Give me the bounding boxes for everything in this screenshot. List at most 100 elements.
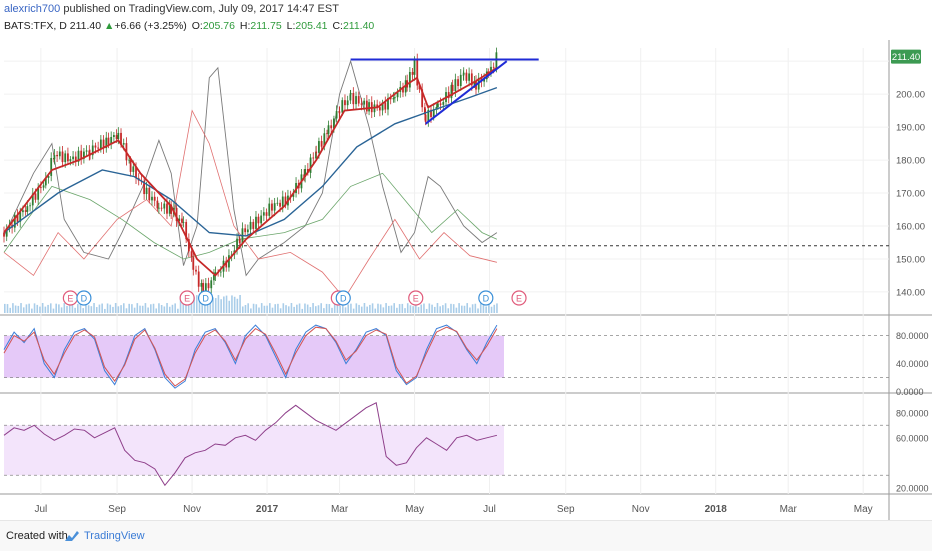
close-value: 211.40 [342, 20, 375, 32]
candle-body [16, 215, 19, 222]
candle-body [346, 100, 349, 106]
candle-body [447, 92, 450, 99]
candle-body [376, 104, 379, 108]
volume-bar [369, 304, 371, 313]
open-label: O: [191, 20, 203, 32]
author-link[interactable]: alexrich700 [4, 3, 61, 15]
candle-body [281, 196, 284, 207]
volume-bar [47, 304, 49, 313]
volume-bar [163, 306, 166, 313]
dividend-marker[interactable]: D [335, 290, 351, 306]
candle-body [352, 92, 355, 105]
volume-bar [136, 303, 139, 313]
volume-bar [101, 303, 103, 313]
event-label: E [516, 294, 522, 304]
volume-bar [452, 304, 455, 313]
volume-bar [206, 299, 209, 313]
candle-body [368, 102, 370, 112]
candle-body [465, 72, 468, 81]
x-tick-label: May [854, 504, 873, 515]
candle-body [120, 132, 122, 145]
tradingview-logo-icon[interactable] [64, 529, 80, 543]
volume-bar [9, 307, 12, 313]
volume-bar [404, 308, 406, 313]
volume-bar [279, 308, 282, 313]
x-tick-label: 2018 [705, 504, 728, 515]
dividend-marker[interactable]: D [478, 290, 494, 306]
dividend-marker[interactable]: D [76, 290, 92, 306]
volume-bar [33, 303, 36, 313]
publish-text: published on TradingView.com, July 09, 2… [63, 3, 339, 15]
candle-body [451, 84, 454, 92]
rising-trendline[interactable] [424, 60, 508, 125]
candle-body [284, 196, 287, 206]
candle-body [185, 222, 188, 240]
dividend-marker[interactable]: D [197, 290, 214, 306]
up-arrow-icon: ▲ [104, 20, 115, 32]
event-label: E [67, 294, 73, 304]
volume-bar [301, 308, 304, 313]
candle-body [151, 196, 153, 201]
candle-body [214, 272, 217, 276]
volume-bar [412, 306, 414, 313]
earnings-marker[interactable]: E [179, 290, 195, 306]
volume-bar [120, 305, 122, 313]
candle-body [135, 166, 137, 179]
candle-body [122, 143, 125, 145]
event-circle [408, 290, 424, 306]
earnings-marker[interactable]: E [408, 290, 424, 306]
candle-body [416, 59, 419, 86]
volume-bar [93, 303, 95, 313]
volume-bar [415, 303, 417, 313]
candle-body [112, 135, 115, 137]
earnings-marker[interactable]: E [511, 290, 527, 306]
price-change: +6.66 (+3.25%) [114, 20, 187, 32]
volume-bar [269, 303, 271, 313]
candle-body [132, 166, 135, 172]
volume-bar [52, 308, 55, 313]
volume-bar [393, 303, 395, 313]
volume-bar [114, 303, 117, 313]
volume-bar [296, 304, 298, 313]
volume-bar [471, 304, 474, 313]
volume-bar [14, 305, 17, 313]
volume-bar [298, 303, 301, 313]
volume-bar [141, 305, 144, 313]
event-circle [511, 290, 527, 306]
volume-bar [241, 306, 244, 313]
candles [3, 47, 498, 303]
candle-body [22, 210, 24, 213]
candle-body [107, 137, 110, 145]
candle-body [349, 94, 352, 101]
volume-bar [490, 306, 493, 313]
candle-body [72, 156, 74, 160]
volume-bar [423, 303, 425, 313]
candle-body [292, 193, 295, 197]
volume-bar [31, 308, 33, 313]
candle-body [492, 66, 495, 68]
chart-canvas[interactable]: Jul Sep Nov 2017 Mar May Jul Sep Nov 2018 Mar May 14… [0, 0, 932, 520]
candle-body [170, 204, 173, 214]
candle-body [315, 151, 318, 153]
stochastic-line-1 [3, 324, 498, 389]
volume-bar [444, 303, 447, 313]
volume-bar [17, 305, 20, 313]
x-tick-label: Jul [34, 504, 47, 515]
candle-body [470, 73, 473, 86]
candle-body [402, 86, 404, 93]
candle-body [418, 85, 421, 90]
candle-body [69, 159, 72, 162]
stochastic-band [4, 335, 504, 378]
volume-bar [209, 295, 212, 313]
candle-body [102, 139, 105, 149]
last-price: 211.40 [69, 20, 102, 32]
event-label: E [413, 294, 419, 304]
volume-bar [304, 303, 306, 313]
volume-bar [252, 303, 255, 313]
candle-body [160, 207, 163, 209]
earnings-marker[interactable]: E [62, 290, 78, 306]
candle-body [157, 207, 160, 209]
tradingview-link[interactable]: TradingView [84, 530, 145, 542]
volume-bar [244, 305, 247, 313]
volume-bar [344, 307, 347, 313]
